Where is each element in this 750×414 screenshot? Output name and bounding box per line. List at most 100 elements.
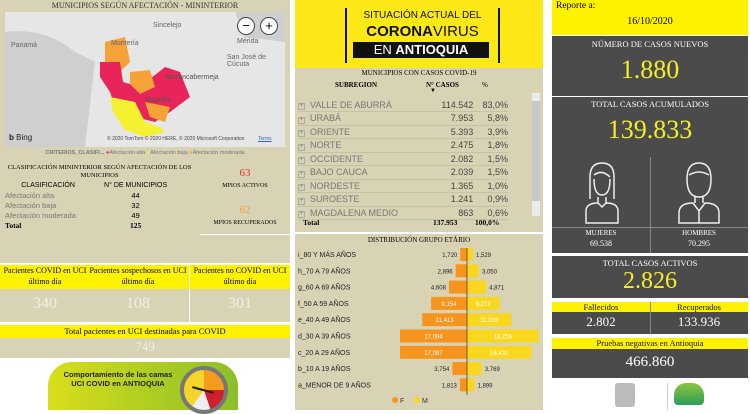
table-row[interactable]: + ORIENTE 5.393 3,9% — [298, 125, 508, 139]
bar-M-8[interactable] — [467, 378, 475, 392]
table-row[interactable]: + SUROESTE 1.241 0,9% — [298, 192, 508, 207]
report-label: Reporte a: — [556, 1, 596, 11]
bing-icon: b — [9, 133, 14, 142]
banner: SITUACIÓN ACTUAL DEL CORONAVIRUS EN ANTI… — [295, 0, 543, 68]
subregion-title: MUNICIPIOS CON CASOS COVID-19 — [361, 69, 477, 77]
data-label: 8,272 — [476, 302, 492, 308]
map[interactable]: Panamá Montería Sincelejo Barrancabermej… — [5, 12, 285, 147]
middle-panel: SITUACIÓN ACTUAL DEL CORONAVIRUS EN ANTI… — [295, 0, 550, 410]
expand-icon[interactable]: + — [298, 103, 305, 110]
new-cases-card: NÚMERO DE CASOS NUEVOS 1.880 — [552, 36, 748, 96]
category-label: c_20 A 29 AÑOS — [298, 348, 350, 357]
table-row[interactable]: + NORTE 2.475 1,8% — [298, 138, 508, 153]
expand-icon[interactable]: + — [298, 170, 305, 178]
table-row[interactable]: + BAJO CAUCA 2.039 1,5% — [298, 165, 508, 180]
map-label-sincelejo: Sincelejo — [153, 22, 182, 29]
col-header-subregion[interactable]: SUBREGION — [335, 81, 378, 89]
bar-M-6[interactable] — [467, 345, 532, 359]
data-label: 17,094 — [424, 335, 443, 341]
scrollbar[interactable] — [532, 93, 540, 216]
bar-F-3[interactable] — [431, 296, 467, 310]
expand-icon[interactable]: + — [298, 130, 305, 138]
legend-dot-high: ● — [105, 150, 110, 156]
uci-noncovid-value: 301 — [228, 295, 252, 312]
uci-panel: Pacientes COVID en UCI último día Pacien… — [0, 265, 290, 322]
table-row[interactable]: + NORDESTE 1.365 1,0% — [298, 179, 508, 193]
legend-marker — [414, 397, 420, 403]
map-label-merida: Mérida — [237, 38, 259, 45]
col-header: N° DE MUNICIPIOS — [104, 181, 168, 189]
recovered-value: 133.936 — [677, 314, 721, 329]
bar-M-4[interactable] — [467, 313, 512, 327]
expand-icon[interactable]: + — [298, 116, 305, 124]
data-label: 3,754 — [434, 367, 450, 373]
mpios-active-label: MPIOS ACTIVOS — [222, 183, 268, 189]
category-label: f_50 A 59 AÑOS — [298, 299, 349, 308]
bar-M-7[interactable] — [467, 362, 482, 376]
zoom-in-button[interactable]: + — [260, 17, 278, 35]
data-label: 18,256 — [494, 335, 513, 341]
total-cases-value: 139.833 — [607, 115, 693, 144]
recovered-label: Recuperados — [677, 302, 721, 312]
uci-total-value: 749 — [135, 339, 155, 354]
col-header-pct[interactable]: % — [482, 81, 488, 89]
zoom-out-button[interactable]: − — [237, 17, 255, 35]
legend-dot-moderate: ● — [189, 150, 193, 156]
table-row[interactable]: + URABÁ 7.953 5,8% — [298, 111, 508, 126]
bar-M-5[interactable] — [467, 329, 539, 343]
expand-icon[interactable]: + — [298, 157, 305, 165]
mpios-active-value: 63 — [239, 167, 251, 179]
new-cases-label: NÚMERO DE CASOS NUEVOS — [591, 39, 709, 49]
bar-M-3[interactable] — [467, 296, 500, 310]
age-pyramid-chart: i_80 Y MÁS AÑOS 1,720 1,529 h_70 A 79 AÑOS 2… — [298, 248, 539, 405]
bar-F-6[interactable] — [400, 345, 467, 359]
category-label: g_60 A 69 AÑOS — [298, 283, 351, 292]
deaths-recovered-card: Fallecidos Recuperados 2.802 133.936 — [552, 302, 748, 334]
gauge-icon — [180, 366, 228, 414]
data-label: 4,871 — [489, 286, 505, 292]
map-label-cucuta: San José de Cúcuta — [227, 54, 266, 68]
bar-M-0[interactable] — [467, 248, 473, 261]
legend-low: Afectación baja — [150, 150, 188, 156]
bar-F-4[interactable] — [422, 313, 467, 327]
men-value: 70.295 — [688, 239, 710, 248]
expand-icon[interactable]: + — [298, 143, 305, 151]
bar-F-1[interactable] — [455, 264, 467, 278]
col-header-cases[interactable]: N° CASOS — [426, 81, 459, 89]
category-label: a_MENOR DE 9 AÑOS — [298, 380, 371, 389]
table-row[interactable]: + VALLE DE ABURRÁ 114.542 83,0% — [298, 98, 508, 112]
expand-icon[interactable]: + — [298, 184, 305, 192]
report-date-box: Reporte a: 16/10/2020 — [552, 0, 748, 35]
age-pyramid-panel: DISTRIBUCIÓN GRUPO ETÁRIO i_80 Y MÁS AÑO… — [295, 234, 543, 410]
expand-icon[interactable]: + — [298, 197, 305, 205]
map-terms-link[interactable]: Terms — [258, 136, 272, 142]
table-total-row: Total 125 — [5, 220, 142, 230]
data-label: 11,316 — [480, 318, 499, 324]
report-date: 16/10/2020 — [627, 16, 673, 27]
data-label: 16,431 — [490, 351, 509, 357]
table-row[interactable]: + OCCIDENTE 2.082 1,5% — [298, 152, 508, 166]
table-row: Afectación alta 44 — [5, 190, 140, 200]
expand-icon[interactable]: + — [298, 211, 305, 219]
bar-F-0[interactable] — [460, 248, 467, 261]
mpios-recovered-value: 62 — [239, 204, 251, 216]
map-attribution: © 2020 TomTom © 2020 HERE, © 2020 Micros… — [107, 136, 245, 142]
bar-M-2[interactable] — [467, 280, 487, 294]
uci-beds-button[interactable]: Comportamiento de las camas UCI COVID en… — [48, 362, 238, 414]
negative-tests-card: Pruebas negativas en Antioquia 466.860 — [552, 338, 748, 378]
classification-title: CLASIFICACIÓN MININTERIOR SEGÚN AFECTACI… — [7, 164, 192, 179]
bar-F-7[interactable] — [452, 362, 467, 376]
scrollbar-thumb[interactable] — [532, 101, 540, 201]
legend-dot-low: ● — [146, 150, 151, 156]
mpios-recovered-label: MPIOS RECUPERADOS — [213, 220, 277, 226]
category-label: h_70 A 79 AÑOS — [298, 266, 351, 275]
map-label-monteria: Montería — [111, 40, 139, 47]
subregion-table: + VALLE DE ABURRÁ 114.542 83,0% + URABÁ 7.953 5… — [298, 98, 508, 220]
active-cases-card: TOTAL CASOS ACTIVOS 2.826 — [552, 256, 748, 298]
bar-F-2[interactable] — [448, 280, 467, 294]
bar-M-1[interactable] — [467, 264, 479, 278]
bar-F-5[interactable] — [400, 329, 467, 343]
bar-F-8[interactable] — [459, 378, 467, 392]
legend-label: M — [422, 398, 428, 405]
table-row[interactable]: + MAGDALENA MEDIO 863 0,6% — [298, 206, 508, 220]
